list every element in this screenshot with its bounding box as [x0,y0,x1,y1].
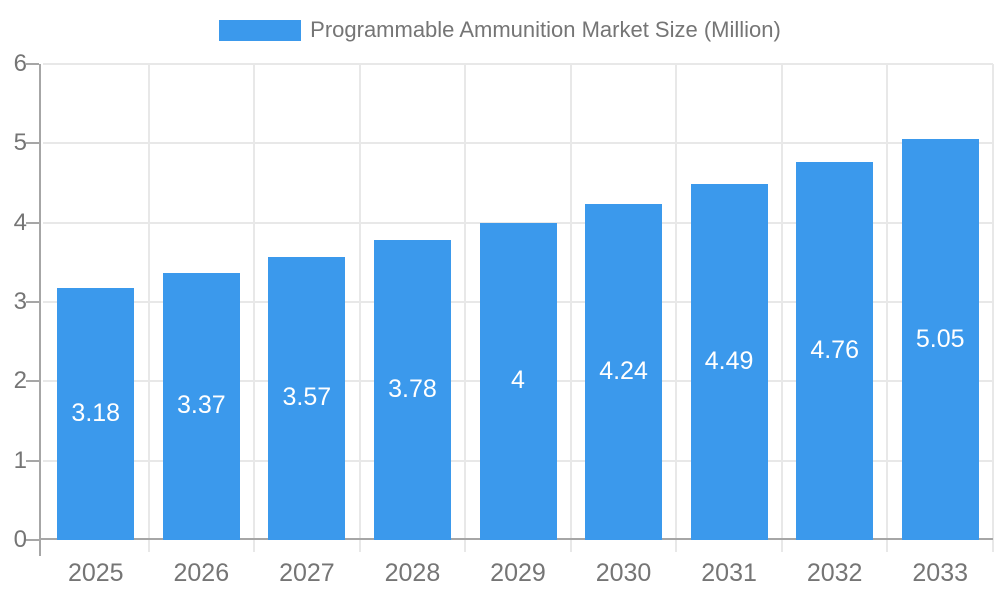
bar-value-label: 4.24 [599,356,648,385]
y-axis-tick [26,539,39,541]
v-gridline [569,64,572,552]
bar[interactable]: 3.57 [268,256,346,540]
bar[interactable]: 4.49 [690,183,768,540]
v-gridline [358,64,361,552]
y-axis-label: 0 [13,526,27,553]
v-gridline [147,64,150,552]
y-axis-tick [26,459,39,462]
x-axis-label: 2029 [490,559,546,587]
v-gridline [992,64,994,552]
x-axis-label: 2026 [173,559,230,587]
v-gridline [464,64,467,552]
bar[interactable]: 4 [479,222,557,540]
x-axis-label: 2030 [595,559,652,587]
v-gridline [253,64,256,552]
y-axis-label: 6 [13,50,27,77]
v-gridline [886,64,889,552]
h-gridline [43,142,993,145]
y-axis-tick [26,142,39,145]
y-axis-tick [26,63,39,65]
y-axis-label: 2 [13,367,27,395]
y-axis-label: 3 [13,288,27,315]
bar-value-label: 4.76 [810,336,859,365]
bar-value-label: 3.57 [282,383,332,412]
bar-value-label: 3.78 [388,375,437,404]
bar-value-label: 5.05 [915,324,965,353]
y-axis-label: 5 [13,129,27,157]
bar-value-label: 4 [511,366,525,395]
legend-swatch [219,19,302,41]
y-axis-label: 4 [13,208,27,236]
x-axis-label: 2025 [67,559,124,587]
legend-label: Programmable Ammunition Market Size (Mil… [310,17,781,42]
h-gridline [43,63,993,65]
y-axis-label: 1 [13,446,27,474]
bar[interactable]: 3.37 [162,272,240,540]
y-axis-tick [26,221,39,224]
x-axis-label: 2028 [384,559,441,587]
y-axis-tick [26,301,39,303]
bar-value-label: 3.37 [176,391,226,420]
v-gridline [675,64,678,552]
bar[interactable]: 5.05 [901,139,979,540]
x-axis-label: 2033 [912,559,969,587]
bar[interactable]: 3.18 [57,287,135,540]
x-axis-label: 2027 [279,559,335,587]
x-axis-label: 2032 [806,559,863,587]
bar[interactable]: 4.76 [796,162,874,540]
x-axis-label: 2031 [701,559,757,587]
bar[interactable]: 4.24 [585,203,663,540]
bar-value-label: 3.18 [71,398,121,427]
plot-area: 3.18 3.37 3.57 3.78 4 4.24 4.49 4.76 5.05 [26,63,994,556]
bar[interactable]: 3.78 [373,240,451,540]
bar-value-label: 4.49 [704,346,754,375]
y-axis-tick [26,380,39,383]
y-axis-line [39,64,41,556]
legend[interactable]: Programmable Ammunition Market Size (Mil… [0,16,1000,44]
v-gridline [780,64,783,552]
